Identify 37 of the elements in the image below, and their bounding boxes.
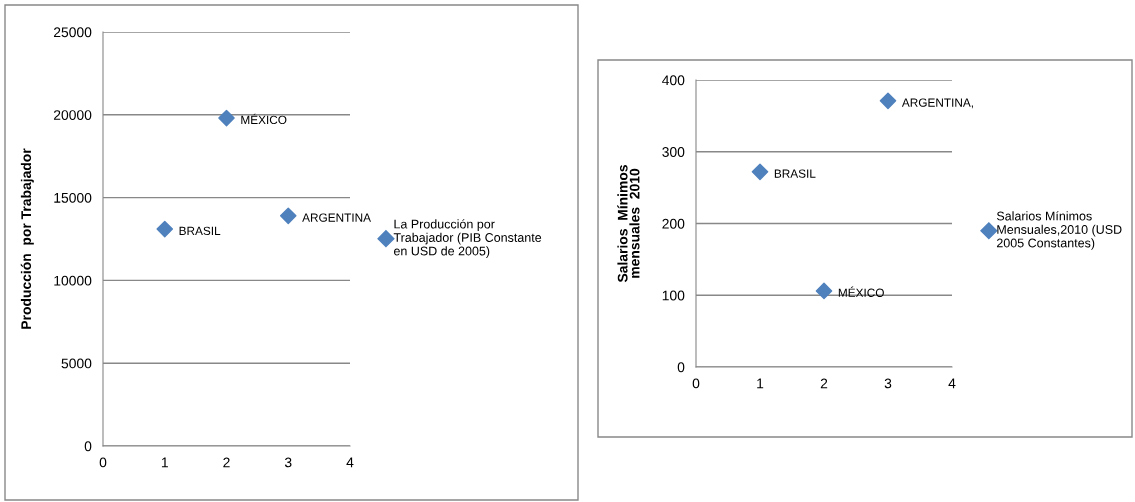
legend-label: La Producción por Trabajador (PIB Constante en USD de 2005): [393, 219, 542, 258]
x-tick-label: 1: [757, 378, 764, 389]
x-tick-label: 4: [948, 378, 956, 389]
x-tick-label: 2: [223, 457, 230, 468]
point: [156, 220, 174, 238]
y-tick-label: 0: [84, 441, 92, 452]
y-axis-title: Producción por Trabajador: [20, 148, 34, 329]
point: [879, 92, 897, 110]
x-tick-label: 2: [820, 378, 828, 389]
point: [751, 163, 769, 181]
annotation: BRASIL: [179, 226, 221, 236]
annotation: BRASIL: [774, 169, 816, 178]
x-tick-label: 0: [99, 457, 107, 468]
annotation: ARGENTINA,: [901, 98, 973, 109]
annotation: ARGENTINA: [302, 213, 371, 222]
y-tick-label: 20000: [53, 110, 92, 120]
x-tick-label: 3: [284, 457, 292, 468]
point: [218, 109, 235, 127]
point: [815, 282, 833, 300]
legend-label: Salarios Mínimos Mensuales,2010 (USD 2005 Constantes): [996, 211, 1122, 250]
y-tick-label: 15000: [54, 192, 92, 203]
y-tick-label: 5000: [61, 358, 92, 369]
x-tick-label: 4: [346, 457, 354, 468]
y-tick-label: 400: [662, 75, 685, 86]
x-tick-label: 1: [161, 457, 168, 468]
y-tick-label: 300: [662, 147, 685, 157]
y-tick-label: 10000: [54, 275, 92, 286]
x-tick-label: 0: [692, 378, 700, 389]
x-tick-label: 3: [884, 378, 892, 389]
y-tick-label: 100: [662, 290, 685, 301]
annotation: MÉXICO: [241, 113, 287, 125]
annotation: MÉXICO: [838, 286, 884, 297]
y-axis-title: Salarios Mínimos mensuales 2010: [617, 165, 640, 283]
y-tick-label: 200: [662, 218, 685, 229]
y-tick-label: 0: [677, 362, 685, 373]
y-tick-label: 25000: [53, 27, 92, 38]
point: [279, 207, 297, 225]
